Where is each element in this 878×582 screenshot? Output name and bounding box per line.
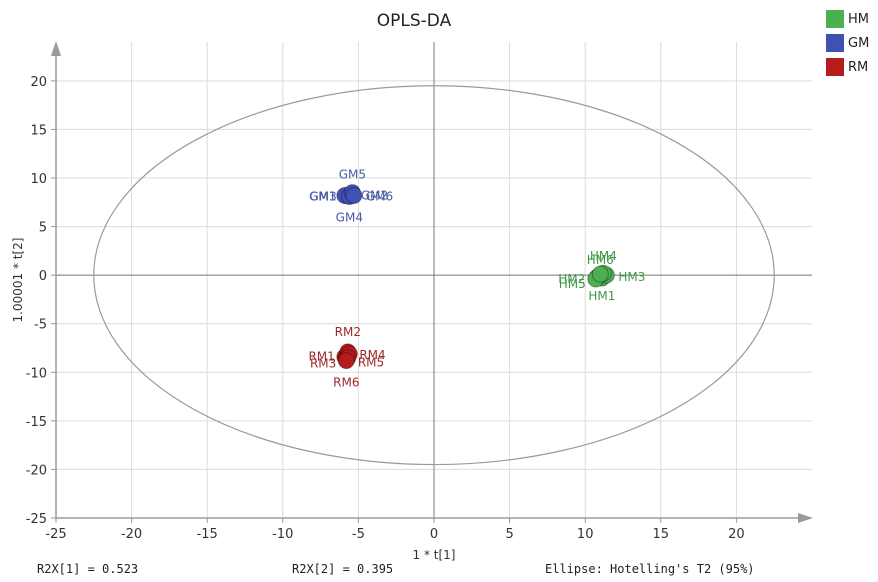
point-label-hm6: HM6 [587,253,614,267]
point-label-rm6: RM6 [333,376,359,390]
point-label-rm3: RM3 [310,357,336,371]
point-label-hm3: HM3 [618,270,645,284]
y-tick-label: -5 [34,318,47,333]
point-label-hm5: HM5 [559,277,586,291]
y-tick-label: 15 [30,123,47,138]
point-label-rm1: RM1 [308,350,334,364]
point-rm6 [337,352,355,370]
point-hm6 [591,265,609,283]
legend-swatch-rm [826,58,844,76]
point-label-rm4: RM4 [359,348,385,362]
x-tick-label: 10 [577,527,594,542]
legend-label-rm: RM [848,59,869,75]
x-tick-label: 15 [653,527,670,542]
x-tick-label: -15 [197,527,218,542]
x-tick-label: 5 [505,527,513,542]
point-label-hm1: HM1 [588,289,615,303]
point-label-rm2: RM2 [335,325,361,339]
point-label-hm4: HM4 [590,249,617,263]
y-tick-label: -10 [26,366,47,381]
y-tick-label: 5 [39,221,47,236]
point-label-gm5: GM5 [339,168,366,182]
point-label-gm1: GM1 [309,189,336,203]
y-tick-label: -15 [26,415,47,430]
y-tick-label: -25 [26,512,47,527]
legend-item-hm[interactable]: HM [826,7,869,31]
y-tick-label: 10 [30,172,47,187]
x-tick-label: -5 [352,527,365,542]
x-tick-label: -20 [121,527,142,542]
legend: HM GM RM [826,7,869,79]
point-label-gm4: GM4 [336,210,363,224]
y-axis-title: 1.00001 * t[2] [11,238,25,323]
legend-label-hm: HM [848,11,869,27]
point-label-gm3: GM3 [309,189,336,203]
x-tick-label: -25 [45,527,66,542]
point-label-gm6: GM6 [366,189,393,203]
x-axis-title: 1 * t[1] [413,548,456,562]
point-label-rm5: RM5 [358,356,384,370]
y-axis-arrow-icon [51,41,61,56]
y-tick-label: -20 [26,463,47,478]
point-label-gm2: GM2 [361,189,388,203]
chart-title: OPLS-DA [377,11,452,31]
r2x1-readout: R2X[1] = 0.523 [37,562,139,576]
legend-item-gm[interactable]: GM [826,31,869,55]
legend-label-gm: GM [848,35,870,51]
y-tick-label: 20 [30,75,47,90]
ellipse-note: Ellipse: Hotelling's T2 (95%) [545,562,755,576]
r2x2-readout: R2X[2] = 0.395 [292,562,394,576]
point-gm6 [345,186,363,204]
hotelling-ellipse [93,85,775,466]
point-label-hm2: HM2 [558,272,585,286]
x-axis-arrow-icon [798,513,813,523]
legend-swatch-hm [826,10,844,28]
x-tick-label: 20 [728,527,745,542]
x-tick-label: 0 [430,527,438,542]
legend-swatch-gm [826,34,844,52]
x-tick-label: -10 [272,527,293,542]
y-tick-label: 0 [39,269,47,284]
legend-item-rm[interactable]: RM [826,55,869,79]
